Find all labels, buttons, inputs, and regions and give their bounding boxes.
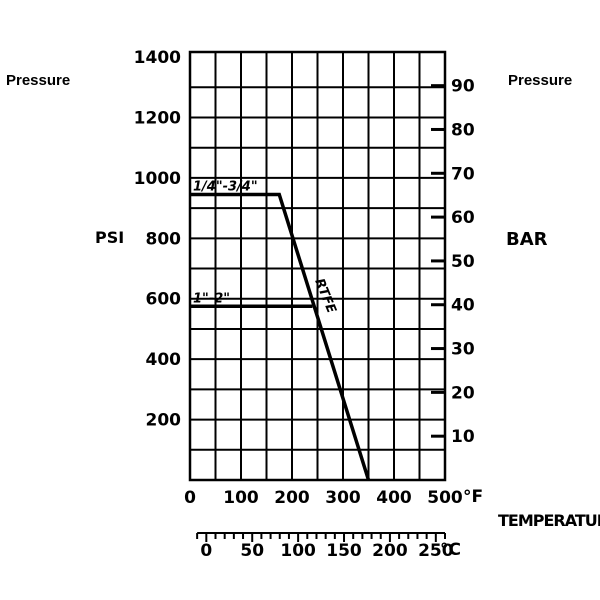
plot-frame xyxy=(188,50,447,482)
right-pressure-label: Pressure xyxy=(508,72,572,89)
y2-tick-label: 50 xyxy=(451,252,475,272)
temperature-axis-label: TEMPERATURE xyxy=(498,511,600,530)
x-tick-label: 100 xyxy=(223,488,259,508)
series-label: 1/4"-3/4" xyxy=(193,180,258,195)
y2-tick-label: 40 xyxy=(451,296,475,316)
y2-tick-label: 10 xyxy=(451,427,475,447)
plot-area: 2004006008001000120014001020304050607080… xyxy=(134,48,475,561)
x-tick-label: 0 xyxy=(184,488,196,508)
y-tick-label: 800 xyxy=(146,229,182,249)
y-tick-label: 200 xyxy=(146,411,182,431)
x2-tick-label: 150 xyxy=(326,541,362,561)
x-tick-label: 400 xyxy=(376,488,412,508)
x2-tick-label: 100 xyxy=(280,541,316,561)
psi-axis-label: PSI xyxy=(95,228,124,247)
y-tick-label: 1200 xyxy=(134,108,181,128)
series-line xyxy=(190,192,371,481)
x-tick-label: 500 xyxy=(427,488,463,508)
x-tick-label: 200 xyxy=(274,488,310,508)
y2-tick-label: 60 xyxy=(451,208,475,228)
x-tick-label: 300 xyxy=(325,488,361,508)
bar-axis-label: BAR xyxy=(506,229,548,250)
x2-tick-label: 50 xyxy=(240,541,264,561)
fahrenheit-unit-label: °F xyxy=(463,487,483,507)
y2-tick-label: 30 xyxy=(451,340,475,360)
series-label: 1"-2" xyxy=(193,291,230,306)
y2-tick-label: 90 xyxy=(451,77,475,97)
y-tick-label: 600 xyxy=(146,290,182,310)
celsius-unit-label: °C xyxy=(440,540,461,560)
y-tick-label: 1400 xyxy=(134,48,181,68)
left-pressure-label: Pressure xyxy=(6,72,70,89)
x2-tick-label: 250 xyxy=(418,541,454,561)
y2-tick-label: 20 xyxy=(451,383,475,403)
y2-tick-label: 70 xyxy=(451,164,475,184)
x2-tick-label: 0 xyxy=(200,541,212,561)
y-tick-label: 1000 xyxy=(134,169,181,189)
x2-tick-label: 200 xyxy=(372,541,408,561)
y2-tick-label: 80 xyxy=(451,120,475,140)
y-tick-label: 400 xyxy=(146,350,182,370)
